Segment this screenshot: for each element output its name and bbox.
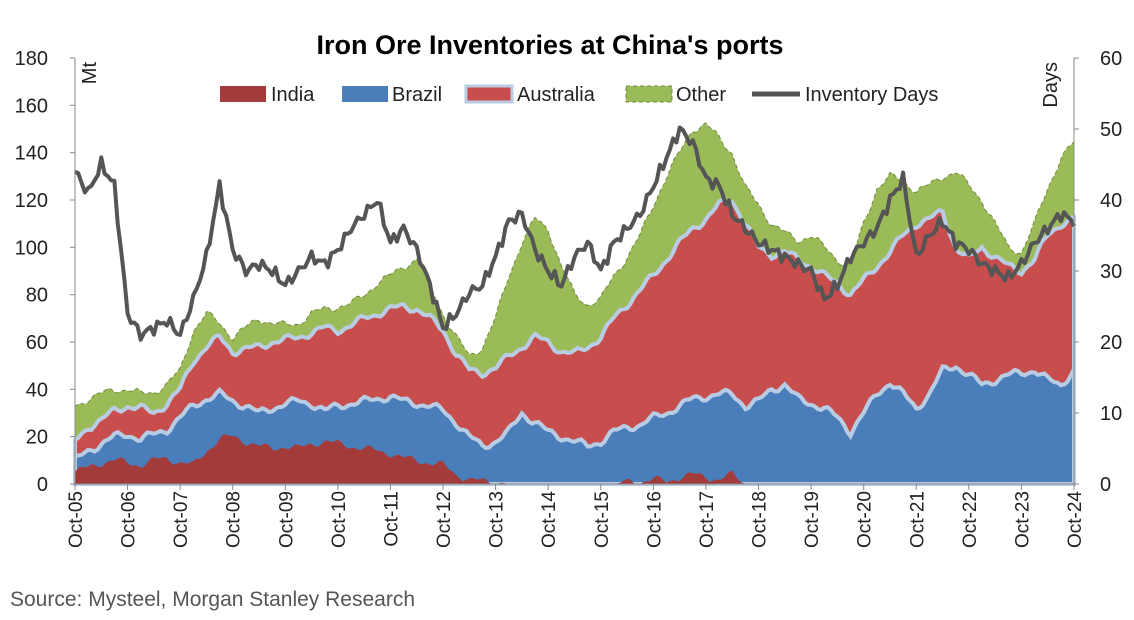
- x-tick-label: Oct-22: [960, 491, 981, 548]
- legend-item-australia: Australia: [464, 84, 596, 106]
- plot-line: [74, 125, 1076, 342]
- y-left-tick-label: 140: [15, 143, 48, 165]
- legend: India Brazil Australia Other Inventory Days: [220, 84, 938, 106]
- legend-label: India: [271, 84, 315, 106]
- y-left-unit: Mt: [79, 62, 101, 85]
- legend-swatch: [464, 84, 514, 104]
- y-left-tick-label: 160: [15, 95, 48, 117]
- x-tick-label: Oct-20: [855, 491, 876, 548]
- area-india: [75, 434, 1074, 484]
- x-tick-label: Oct-18: [750, 491, 771, 548]
- y-left-tick-label: 40: [26, 379, 48, 401]
- chart-title: Iron Ore Inventories at China's ports: [316, 30, 783, 60]
- plot-areas: [73, 122, 1076, 486]
- x-tick-label: Oct-05: [66, 491, 87, 548]
- source-note: Source: Mysteel, Morgan Stanley Research: [10, 588, 415, 611]
- legend-swatch: [220, 86, 266, 102]
- x-tick-label: Oct-14: [539, 491, 560, 548]
- y-right-tick-label: 10: [1100, 403, 1122, 425]
- x-tick-label: Oct-15: [592, 491, 613, 548]
- legend-label: Inventory Days: [805, 84, 938, 106]
- y-left-tick-label: 20: [26, 427, 48, 449]
- y-right-unit: Days: [1040, 62, 1062, 108]
- y-left-tick-label: 0: [37, 474, 48, 496]
- x-tick-label: Oct-19: [802, 491, 823, 548]
- x-tick-label: Oct-10: [329, 491, 350, 548]
- x-tick-label: Oct-07: [171, 491, 192, 548]
- legend-item-other: Other: [625, 84, 726, 106]
- x-tick-label: Oct-06: [119, 491, 140, 548]
- x-tick-label: Oct-21: [907, 491, 928, 548]
- axes: 0 20 40 60 80 100 120 140 160 180 0 10 20 30 40 50 60 Oct…: [15, 48, 1123, 548]
- x-tick-label: Oct-08: [224, 491, 245, 548]
- y-right-tick-label: 30: [1100, 261, 1122, 283]
- y-left-tick-label: 120: [15, 190, 48, 212]
- legend-swatch: [342, 86, 388, 102]
- legend-item-india: India: [220, 84, 315, 106]
- line-inventory-days: [74, 125, 1076, 342]
- y-right-tick-label: 20: [1100, 332, 1122, 354]
- x-tick-label: Oct-24: [1065, 491, 1086, 548]
- y-left-tick-label: 180: [15, 48, 48, 70]
- y-right-tick-label: 0: [1100, 474, 1111, 496]
- y-right-tick-label: 50: [1100, 119, 1122, 141]
- x-tick-label: Oct-12: [434, 491, 455, 548]
- x-tick-label: Oct-23: [1012, 491, 1033, 548]
- legend-item-brazil: Brazil: [342, 84, 442, 106]
- x-tick-label: Oct-13: [487, 491, 508, 548]
- legend-label: Australia: [517, 84, 596, 106]
- legend-swatch: [625, 85, 673, 103]
- x-tick-label: Oct-17: [697, 491, 718, 548]
- y-right-tick-label: 60: [1100, 48, 1122, 70]
- x-tick-label: Oct-11: [382, 491, 403, 547]
- y-left-tick-label: 100: [15, 237, 48, 259]
- y-right-tick-label: 40: [1100, 190, 1122, 212]
- x-tick-label: Oct-09: [276, 491, 297, 548]
- x-tick-label: Oct-16: [644, 491, 665, 548]
- y-left-tick-label: 60: [26, 332, 48, 354]
- legend-item-inventory-days: Inventory Days: [752, 84, 938, 106]
- legend-label: Other: [676, 84, 726, 106]
- legend-label: Brazil: [392, 84, 442, 106]
- y-left-tick-label: 80: [26, 285, 48, 307]
